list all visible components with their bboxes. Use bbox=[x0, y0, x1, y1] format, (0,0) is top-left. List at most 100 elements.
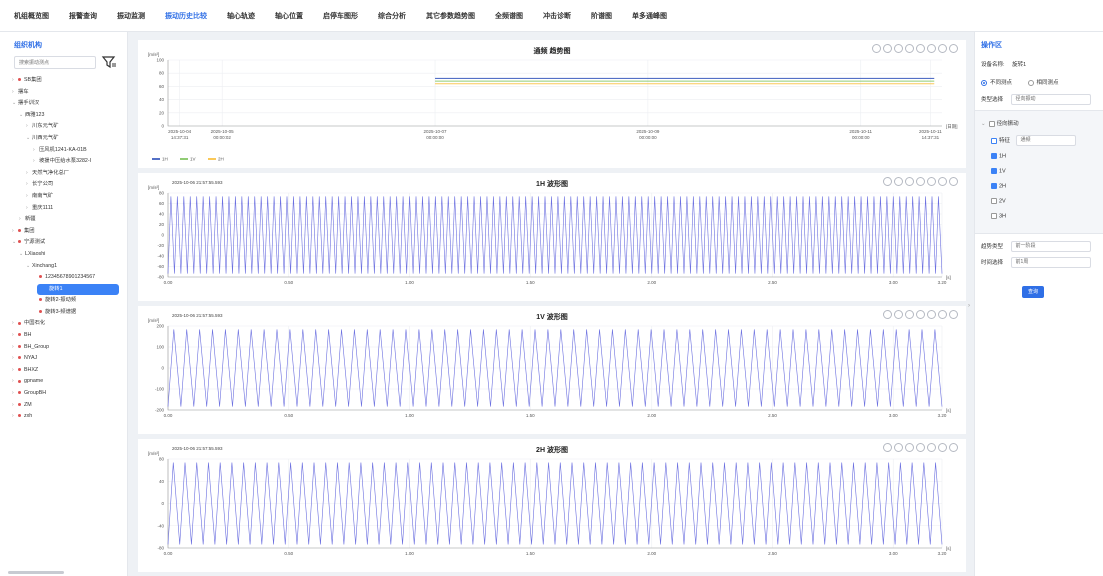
chart-tool-icon[interactable] bbox=[949, 177, 958, 186]
tree-node[interactable]: › 长宁公司 bbox=[12, 179, 127, 191]
nav-tab-12[interactable]: 单多通峰图 bbox=[632, 12, 667, 20]
tree-node[interactable]: › 集团 bbox=[12, 226, 127, 238]
tree-node[interactable]: 旋转2-振动频 bbox=[12, 295, 127, 307]
chevron-right-icon[interactable]: › bbox=[12, 378, 14, 385]
chevron-right-icon[interactable]: › bbox=[12, 355, 14, 362]
chevron-down-icon[interactable]: ⌄ bbox=[12, 100, 17, 107]
waveform-line[interactable] bbox=[167, 462, 943, 545]
nav-tab-2[interactable]: 振动监测 bbox=[117, 12, 145, 20]
chart-svg[interactable]: 100806040200[m/s²]2025-10-0414:37:312025… bbox=[138, 40, 966, 168]
tree-node[interactable]: › 摆车 bbox=[12, 87, 127, 99]
chevron-right-icon[interactable]: › bbox=[26, 192, 28, 199]
chevron-down-icon[interactable]: ⌄ bbox=[19, 250, 24, 257]
tree-node[interactable]: › NYAJ bbox=[12, 353, 127, 365]
tree-node[interactable]: › BH bbox=[12, 330, 127, 342]
tree-node[interactable]: ⌄ 西雅123 bbox=[12, 110, 127, 122]
query-button[interactable]: 查询 bbox=[1022, 286, 1044, 298]
chevron-right-icon[interactable]: › bbox=[26, 169, 28, 176]
chart-tool-icon[interactable] bbox=[883, 177, 892, 186]
chart-tool-icon[interactable] bbox=[894, 44, 903, 53]
chart-tool-icon[interactable] bbox=[927, 44, 936, 53]
waveform-line[interactable] bbox=[167, 329, 943, 407]
chart-svg[interactable]: 80 60 40 20 0 -20 -40 -60 -80 [m/s²] 0.00 0.50 1.00 1… bbox=[138, 173, 966, 301]
chart-tool-icon[interactable] bbox=[916, 310, 925, 319]
chevron-right-icon[interactable]: › bbox=[12, 332, 14, 339]
checkbox-icon[interactable] bbox=[991, 137, 997, 144]
tree-node[interactable]: › BHXZ bbox=[12, 365, 127, 377]
chevron-down-icon[interactable]: ⌄ bbox=[19, 111, 24, 118]
chevron-down-icon[interactable]: ⌄ bbox=[26, 134, 31, 141]
collapse-handle-icon[interactable]: › bbox=[968, 303, 970, 309]
chart-tool-icon[interactable] bbox=[905, 443, 914, 452]
chart-tool-icon[interactable] bbox=[916, 177, 925, 186]
channel-option-1h[interactable]: 1H bbox=[991, 153, 1006, 159]
chevron-right-icon[interactable]: › bbox=[12, 88, 14, 95]
chart-tool-icon[interactable] bbox=[927, 443, 936, 452]
chevron-right-icon[interactable]: › bbox=[12, 366, 14, 373]
chevron-right-icon[interactable]: › bbox=[19, 216, 21, 223]
tree-node[interactable]: › gpname bbox=[12, 376, 127, 388]
feature-select[interactable]: 通频 bbox=[1015, 135, 1076, 146]
legend-label[interactable]: 1H bbox=[162, 157, 168, 162]
tree-node[interactable]: › 中国石化 bbox=[12, 318, 127, 330]
nav-tab-7[interactable]: 综合分析 bbox=[378, 12, 406, 20]
tree-node[interactable]: ⌄ Xinchang1 bbox=[12, 261, 127, 273]
tree-node[interactable]: › 重庆1111 bbox=[12, 203, 127, 215]
tree-node[interactable]: › 坡援中压给水泵3282-I bbox=[12, 156, 127, 168]
chart-tool-icon[interactable] bbox=[894, 177, 903, 186]
waveform-line[interactable] bbox=[167, 196, 943, 274]
mode-option-same[interactable]: 相同测点 bbox=[1027, 79, 1059, 86]
chart-tool-icon[interactable] bbox=[905, 44, 914, 53]
chart-tool-icon[interactable] bbox=[938, 44, 947, 53]
tree-node[interactable]: › 天然气净化总厂 bbox=[12, 168, 127, 180]
chart-tool-icon[interactable] bbox=[916, 443, 925, 452]
tree-node[interactable]: › 南南气矿 bbox=[12, 191, 127, 203]
tree-node[interactable]: 旋转1 bbox=[37, 283, 119, 296]
chart-tool-icon[interactable] bbox=[883, 44, 892, 53]
nav-tab-3[interactable]: 振动历史比较 bbox=[165, 12, 207, 20]
chart-tool-icon[interactable] bbox=[894, 310, 903, 319]
chevron-right-icon[interactable]: › bbox=[12, 413, 14, 420]
channel-tree-root[interactable]: ⌄ 径向振动 bbox=[981, 120, 1019, 127]
chart-svg[interactable]: 80 40 0 -40 -80 [m/s²] 0.00 0.50 1.00 1.50 2.00 2.5… bbox=[138, 439, 966, 572]
tree-node[interactable]: › 川东元气矿 bbox=[12, 121, 127, 133]
legend-label[interactable]: 2H bbox=[218, 157, 224, 162]
chevron-right-icon[interactable]: › bbox=[12, 77, 14, 83]
tree-node[interactable]: › BH_Group bbox=[12, 342, 127, 354]
chevron-right-icon[interactable]: › bbox=[12, 320, 14, 327]
channel-option-1v[interactable]: 1V bbox=[991, 168, 1006, 174]
trend-select[interactable]: 前一阶段 bbox=[1010, 241, 1091, 252]
chart-tool-icon[interactable] bbox=[905, 310, 914, 319]
tree-node[interactable]: ⌄ LXiaoshi bbox=[12, 249, 127, 261]
horizontal-scrollbar[interactable] bbox=[8, 571, 64, 574]
nav-tab-4[interactable]: 轴心轨迹 bbox=[227, 12, 255, 20]
channel-option-2h[interactable]: 2H bbox=[991, 183, 1006, 189]
chart-tool-icon[interactable] bbox=[905, 177, 914, 186]
nav-tab-6[interactable]: 启停车图形 bbox=[323, 12, 358, 20]
chart-tool-icon[interactable] bbox=[872, 44, 881, 53]
nav-tab-5[interactable]: 轴心位置 bbox=[275, 12, 303, 20]
legend-label[interactable]: 1V bbox=[190, 157, 196, 162]
tree-node[interactable]: › 压风机1241-KA-01B bbox=[12, 145, 127, 157]
tree-node[interactable]: 12345678901234567 bbox=[12, 272, 127, 284]
nav-tab-1[interactable]: 报警查询 bbox=[69, 12, 97, 20]
type-select[interactable]: 径向振动 bbox=[1010, 94, 1091, 105]
tree-node[interactable]: › 新疆 bbox=[12, 214, 127, 226]
tree-node[interactable]: ⌄ 宁源测试 bbox=[12, 237, 127, 249]
chevron-right-icon[interactable]: › bbox=[26, 123, 28, 130]
chart-tool-icon[interactable] bbox=[949, 443, 958, 452]
tree-node[interactable]: 旋转3-频谱据 bbox=[12, 307, 127, 319]
tree-node[interactable]: ⌄ 川西元气矿 bbox=[12, 133, 127, 145]
chart-tool-icon[interactable] bbox=[894, 443, 903, 452]
chevron-right-icon[interactable]: › bbox=[26, 204, 28, 211]
chevron-right-icon[interactable]: › bbox=[12, 390, 14, 397]
chevron-right-icon[interactable]: › bbox=[12, 343, 14, 350]
chevron-right-icon[interactable]: › bbox=[33, 146, 35, 153]
channel-option-3h[interactable]: 3H bbox=[991, 213, 1006, 219]
chart-tool-icon[interactable] bbox=[916, 44, 925, 53]
chevron-right-icon[interactable]: › bbox=[12, 227, 14, 234]
chart-tool-icon[interactable] bbox=[883, 310, 892, 319]
tree-node[interactable]: › SB集团 bbox=[12, 75, 127, 87]
nav-tab-0[interactable]: 机组概览图 bbox=[14, 12, 49, 20]
chevron-right-icon[interactable]: › bbox=[12, 401, 14, 408]
